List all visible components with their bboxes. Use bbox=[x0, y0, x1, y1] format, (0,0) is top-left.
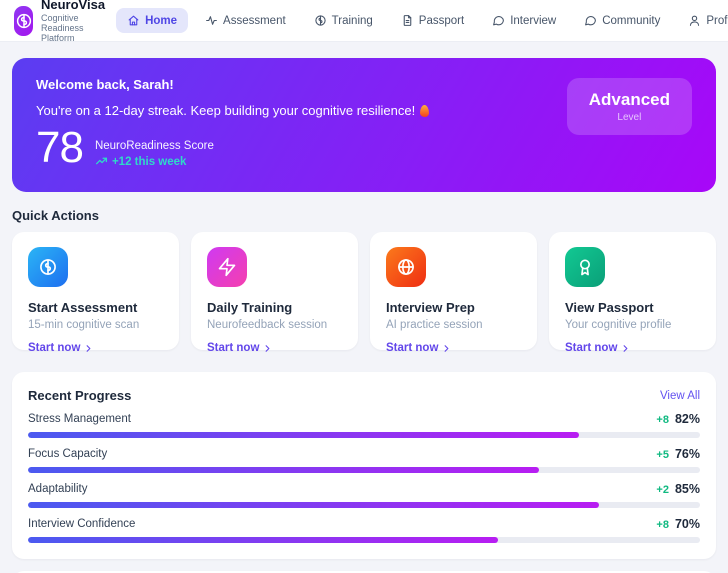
progress-bar-track bbox=[28, 537, 700, 543]
chat-bubble-icon bbox=[585, 16, 597, 26]
progress-delta: +8 bbox=[656, 414, 669, 426]
level-badge: Advanced Level bbox=[566, 78, 692, 135]
progress-delta: +5 bbox=[656, 449, 669, 461]
progress-bar-fill bbox=[28, 537, 499, 543]
greeting-text: Welcome back, Sarah! bbox=[36, 77, 174, 92]
chevron-right-icon bbox=[265, 344, 270, 352]
start-now-link[interactable]: Start now bbox=[28, 342, 163, 354]
progress-label: Stress Management bbox=[28, 413, 131, 425]
progress-bar-track bbox=[28, 432, 700, 438]
chevron-right-icon bbox=[86, 344, 91, 352]
progress-bar-fill bbox=[28, 467, 539, 473]
nav-item-community[interactable]: Community bbox=[573, 8, 671, 33]
card-subtitle: AI practice session bbox=[386, 319, 483, 331]
brain-logo-icon bbox=[14, 5, 33, 36]
start-now-link[interactable]: Start now bbox=[565, 342, 700, 354]
card-title: Start Assessment bbox=[28, 300, 138, 315]
card-daily-training[interactable]: Daily Training Neurofeedback session Sta… bbox=[191, 232, 358, 354]
card-title: Interview Prep bbox=[386, 300, 475, 315]
progress-value: 76% bbox=[674, 447, 700, 461]
nav-item-assessment[interactable]: Assessment bbox=[194, 8, 297, 33]
card-interview-prep[interactable]: Interview Prep AI practice session Start… bbox=[370, 232, 537, 354]
recent-progress-panel: Recent Progress View All Stress Manageme… bbox=[12, 372, 716, 559]
brand-tagline: Cognitive Readiness Platform bbox=[41, 12, 84, 43]
brain-icon bbox=[28, 247, 68, 287]
card-title: Daily Training bbox=[207, 300, 293, 315]
progress-value: 82% bbox=[674, 412, 700, 426]
nav-item-interview[interactable]: Interview bbox=[481, 8, 567, 33]
nav-item-profile[interactable]: Profile bbox=[677, 8, 728, 33]
top-navbar: NeuroVisa Cognitive Readiness Platform H… bbox=[0, 0, 728, 43]
nav-item-training[interactable]: Training bbox=[303, 8, 384, 33]
quick-actions-grid: Start Assessment 15-min cognitive scan S… bbox=[12, 232, 716, 354]
level-label: Level bbox=[617, 112, 642, 123]
progress-label: Interview Confidence bbox=[28, 518, 136, 530]
globe-icon bbox=[386, 247, 426, 287]
partial-next-panel bbox=[12, 571, 716, 573]
progress-bar-track bbox=[28, 467, 700, 473]
neuro-readiness-score: 78 bbox=[36, 123, 84, 172]
card-subtitle: Neurofeedback session bbox=[207, 319, 328, 331]
streak-message: You're on a 12-day streak. Keep building… bbox=[36, 103, 692, 118]
progress-label: Adaptability bbox=[28, 483, 88, 495]
recent-progress-title: Recent Progress bbox=[28, 388, 132, 403]
card-title: View Passport bbox=[565, 300, 654, 315]
progress-label: Focus Capacity bbox=[28, 448, 108, 460]
card-subtitle: 15-min cognitive scan bbox=[28, 319, 140, 331]
progress-row-interview-confidence: Interview Confidence +8 70% bbox=[28, 517, 700, 543]
progress-value: 70% bbox=[674, 517, 700, 531]
progress-bar-fill bbox=[28, 432, 580, 438]
score-label: NeuroReadiness Score bbox=[94, 140, 214, 153]
start-now-link[interactable]: Start now bbox=[207, 342, 342, 354]
nav-item-passport[interactable]: Passport bbox=[390, 8, 475, 33]
level-value: Advanced bbox=[588, 90, 670, 109]
brand-name: NeuroVisa bbox=[41, 0, 106, 13]
card-subtitle: Your cognitive profile bbox=[565, 319, 672, 331]
home-icon bbox=[128, 15, 139, 26]
progress-row-adaptability: Adaptability +2 85% bbox=[28, 482, 700, 508]
score-delta: +12 this week bbox=[95, 155, 214, 168]
nav-menu: Home Assessment Training Passport Interv… bbox=[116, 8, 728, 33]
quick-actions-title: Quick Actions bbox=[12, 208, 99, 223]
flame-icon bbox=[420, 104, 430, 117]
progress-bar-fill bbox=[28, 502, 600, 508]
user-icon bbox=[690, 15, 700, 26]
document-icon bbox=[403, 15, 412, 26]
welcome-banner: Welcome back, Sarah! You're on a 12-day … bbox=[12, 58, 716, 192]
progress-delta: +2 bbox=[656, 484, 669, 496]
start-now-link[interactable]: Start now bbox=[386, 342, 521, 354]
card-start-assessment[interactable]: Start Assessment 15-min cognitive scan S… bbox=[12, 232, 179, 354]
progress-row-stress-management: Stress Management +8 82% bbox=[28, 412, 700, 438]
progress-delta: +8 bbox=[656, 519, 669, 531]
nav-item-home[interactable]: Home bbox=[116, 8, 189, 33]
progress-bar-track bbox=[28, 502, 700, 508]
chevron-right-icon bbox=[623, 344, 628, 352]
award-icon bbox=[565, 247, 605, 287]
chat-bubble-icon bbox=[493, 16, 505, 26]
brand: NeuroVisa Cognitive Readiness Platform bbox=[14, 0, 116, 43]
progress-value: 85% bbox=[674, 482, 700, 496]
progress-row-focus-capacity: Focus Capacity +5 76% bbox=[28, 447, 700, 473]
main-content: Welcome back, Sarah! You're on a 12-day … bbox=[0, 42, 728, 573]
card-view-passport[interactable]: View Passport Your cognitive profile Sta… bbox=[549, 232, 716, 354]
chevron-right-icon bbox=[444, 344, 449, 352]
brain-icon bbox=[315, 15, 326, 26]
zap-icon bbox=[207, 247, 247, 287]
trending-up-icon bbox=[95, 158, 107, 165]
view-all-link[interactable]: View All bbox=[659, 389, 700, 402]
activity-icon bbox=[206, 16, 217, 25]
